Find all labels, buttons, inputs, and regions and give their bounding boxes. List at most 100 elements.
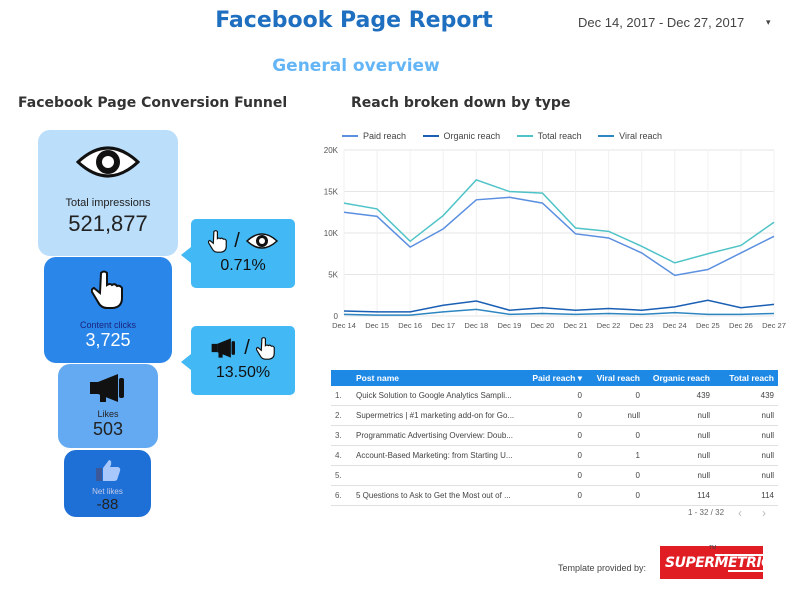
net-likes-label: Net likes [92,487,123,496]
table-row: 2. Supermetrics | #1 marketing add-on for… [331,405,778,426]
organic-reach-cell: null [644,425,714,446]
total-reach-cell: null [714,445,778,466]
organic-reach-cell: null [644,445,714,466]
funnel-title: Facebook Page Conversion Funnel [18,95,288,111]
post-name-cell: Quick Solution to Google Analytics Sampl… [352,386,522,406]
row-index: 3. [331,425,352,446]
pagination-info: 1 - 32 / 32 [688,508,725,517]
table-header-row: Post name Paid reach ▾ Viral reach Organ… [331,370,778,386]
post-name-cell: Programmatic Advertising Overview: Doub.… [352,425,522,446]
chart-legend: Paid reach Organic reach Total reach Vir… [342,129,676,141]
x-tick-label: Dec 22 [597,321,621,330]
x-tick-label: Dec 19 [498,321,522,330]
x-tick-label: Dec 23 [630,321,654,330]
x-tick-label: Dec 18 [464,321,488,330]
clicks-value: 3,725 [85,330,131,350]
report-title: Facebook Page Report [215,8,493,33]
series-line-paid-reach[interactable] [343,196,775,277]
legend-item-paid: Paid reach [342,131,406,141]
total-reach-cell: null [714,465,778,486]
column-header-index [331,370,352,386]
paid-reach-cell: 0 [522,405,586,426]
post-name-cell [352,465,522,486]
reach-line-chart: 0 5K 10K 15K 20K Dec 14 Dec 15 Dec 16 Dec 17 Dec … [324,146,786,330]
y-tick-label: 5K [328,271,338,280]
impressions-value: 521,877 [68,211,148,236]
table-row: 3. Programmatic Advertising Overview: Dou… [331,425,778,446]
prev-page-button[interactable]: ‹ [738,506,742,520]
chevron-down-icon[interactable]: ▾ [766,17,771,27]
organic-reach-cell: 439 [644,386,714,406]
total-reach-cell: 114 [714,485,778,506]
thumbs-up-icon [95,460,120,481]
ratio-slash: / [244,336,250,359]
post-name-cell: Supermetrics | #1 marketing add-on for G… [352,405,522,426]
x-tick-label: Dec 14 [332,321,356,330]
table-row: 6. 5 Questions to Ask to Get the Most out… [331,485,778,506]
x-tick-label: Dec 24 [663,321,687,330]
pointer-hand-icon [90,270,123,309]
section-subtitle: General overview [272,56,440,76]
series-line-organic-reach[interactable] [343,299,775,313]
series-line-total-reach[interactable] [343,179,775,264]
table-row: 5. 0 0 null null [331,465,778,486]
viral-reach-cell: null [586,405,644,426]
table-row: 1. Quick Solution to Google Analytics Sam… [331,386,778,406]
paid-reach-cell: 0 [522,425,586,446]
paid-reach-cell: 0 [522,485,586,506]
like-ratio-callout: / 13.50% [181,326,295,395]
megaphone-icon [90,374,124,402]
viral-reach-cell: 0 [586,485,644,506]
post-name-cell: Account-Based Marketing: from Starting U… [352,445,522,466]
likes-value: 503 [92,419,124,439]
x-tick-label: Dec 26 [729,321,753,330]
likes-label: Likes [97,409,119,419]
chart-title: Reach broken down by type [351,95,571,111]
date-range-selector[interactable]: Dec 14, 2017 - Dec 27, 2017 [578,15,745,30]
total-reach-cell: 439 [714,386,778,406]
supermetrics-logo[interactable] [660,546,763,579]
x-tick-label: Dec 15 [365,321,389,330]
x-tick-label: Dec 17 [431,321,455,330]
organic-reach-cell: 114 [644,485,714,506]
column-header-organic[interactable]: Organic reach [644,370,714,386]
next-page-button[interactable]: › [762,506,766,520]
likes-card: Likes 503 [58,364,158,448]
impressions-card: Total impressions 521,877 [38,130,178,256]
paid-reach-cell: 0 [522,445,586,466]
net-likes-value: -88 [96,496,119,513]
like-ratio-value: 13.50% [215,364,271,381]
organic-reach-cell: null [644,405,714,426]
y-tick-label: 10K [324,229,339,238]
viral-reach-cell: 0 [586,425,644,446]
clicks-label: Content clicks [79,320,137,330]
click-through-ratio-callout: / 0.71% [181,219,295,288]
series-line-viral-reach[interactable] [343,308,775,316]
click-through-ratio-value: 0.71% [220,257,266,274]
y-tick-label: 0 [334,312,339,321]
column-header-total[interactable]: Total reach [714,370,778,386]
column-header-paid[interactable]: Paid reach ▾ [522,370,586,386]
x-tick-label: Dec 25 [696,321,720,330]
column-header-post[interactable]: Post name [352,370,522,386]
column-header-viral[interactable]: Viral reach [586,370,644,386]
eye-icon [75,146,141,178]
ratio-slash: / [234,229,240,252]
posts-table: Post name Paid reach ▾ Viral reach Organ… [331,370,778,506]
row-index: 4. [331,445,352,466]
clicks-card: Content clicks 3,725 [44,257,172,363]
paid-reach-cell: 0 [522,465,586,486]
x-tick-label: Dec 21 [564,321,588,330]
template-credit: Template provided by: [558,563,647,573]
legend-item-total: Total reach [516,131,582,141]
y-tick-label: 20K [324,146,339,155]
legend-item-viral: Viral reach [598,131,662,141]
impressions-label: Total impressions [65,197,151,209]
viral-reach-cell: 0 [586,386,644,406]
legend-label: Paid reach [363,131,407,141]
pointer-hand-icon [208,230,228,253]
legend-item-organic: Organic reach [422,131,500,141]
row-index: 2. [331,405,352,426]
total-reach-cell: null [714,425,778,446]
row-index: 1. [331,386,352,406]
